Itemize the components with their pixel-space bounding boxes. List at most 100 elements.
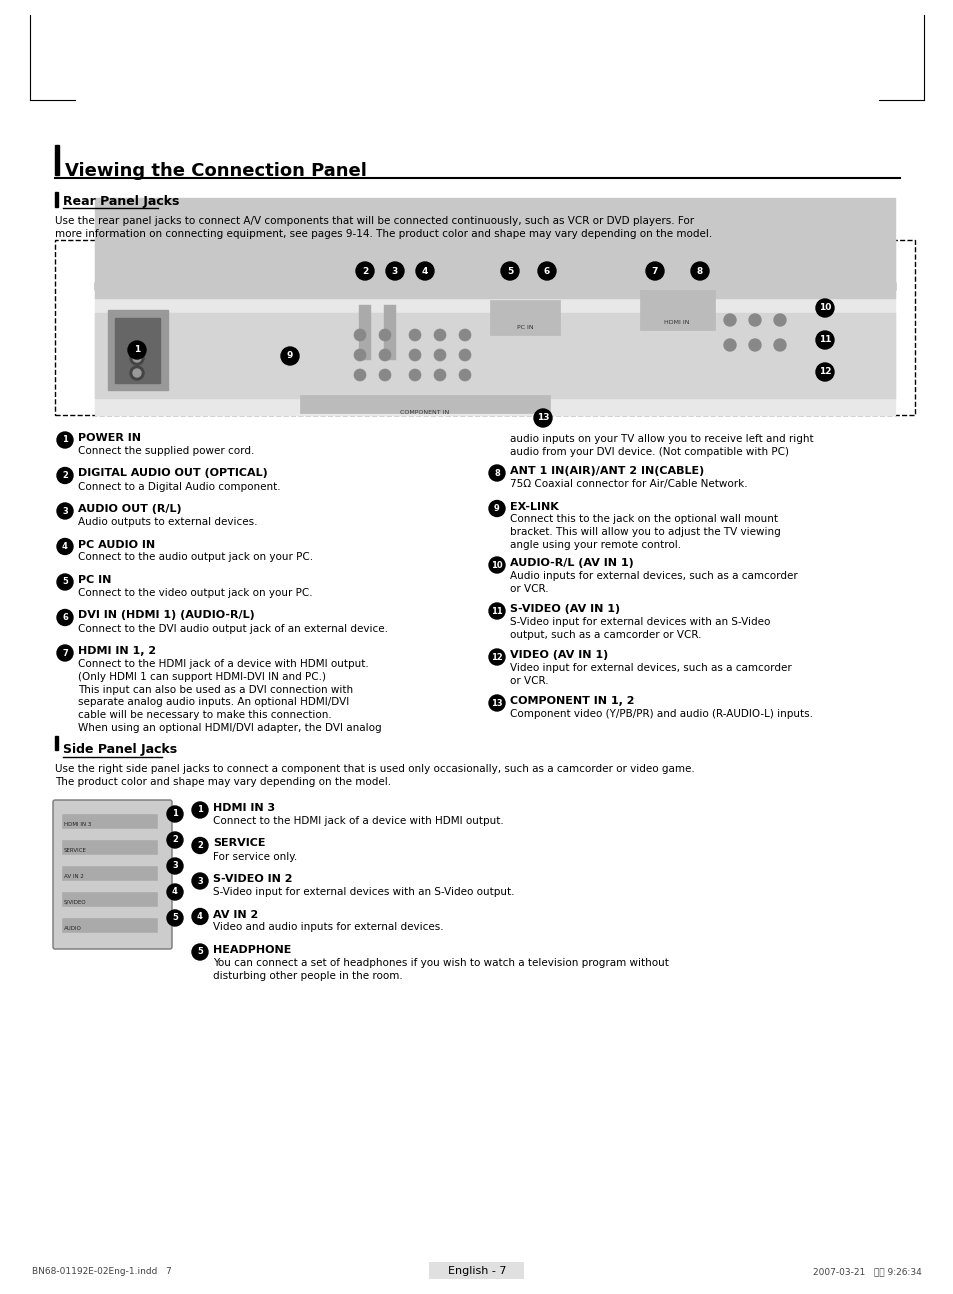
- Text: 3: 3: [197, 876, 203, 885]
- Text: HDMI IN 3: HDMI IN 3: [64, 822, 91, 827]
- Text: HEADPHONE: HEADPHONE: [213, 945, 291, 955]
- Text: COMPONENT IN 1, 2: COMPONENT IN 1, 2: [510, 696, 634, 707]
- Bar: [62, 892, 157, 906]
- Circle shape: [128, 342, 146, 358]
- Text: Audio inputs for external devices, such as a camcorder
or VCR.: Audio inputs for external devices, such …: [510, 571, 797, 594]
- Text: 12: 12: [491, 652, 502, 661]
- Circle shape: [489, 465, 504, 481]
- Circle shape: [489, 501, 504, 516]
- Text: POWER IN: POWER IN: [78, 433, 141, 443]
- Text: 3: 3: [62, 506, 68, 515]
- Text: 2007-03-21   오전 9:26:34: 2007-03-21 오전 9:26:34: [812, 1268, 921, 1276]
- Text: 2: 2: [172, 836, 178, 845]
- Circle shape: [489, 556, 504, 573]
- Text: 1: 1: [197, 805, 203, 814]
- Bar: [95, 282, 894, 290]
- Circle shape: [416, 261, 434, 280]
- Text: 6: 6: [543, 267, 550, 276]
- Text: Audio outputs to external devices.: Audio outputs to external devices.: [78, 518, 257, 527]
- Bar: [358, 305, 371, 360]
- Text: S-VIDEO (AV IN 1): S-VIDEO (AV IN 1): [510, 604, 619, 613]
- Bar: [55, 145, 59, 175]
- Circle shape: [378, 329, 391, 342]
- FancyBboxPatch shape: [53, 800, 172, 949]
- Bar: [384, 305, 395, 360]
- Bar: [62, 866, 157, 880]
- Circle shape: [192, 802, 208, 818]
- Circle shape: [723, 314, 735, 326]
- Bar: [299, 395, 550, 413]
- Circle shape: [489, 603, 504, 619]
- Text: For service only.: For service only.: [213, 851, 297, 862]
- Text: 4: 4: [172, 888, 178, 897]
- Text: HDMI IN 3: HDMI IN 3: [213, 804, 274, 813]
- Text: 3: 3: [172, 862, 177, 871]
- Text: 5: 5: [62, 577, 68, 586]
- Circle shape: [386, 261, 403, 280]
- Text: DVI IN (HDMI 1) (AUDIO-R/L): DVI IN (HDMI 1) (AUDIO-R/L): [78, 611, 254, 621]
- Circle shape: [645, 261, 663, 280]
- Bar: [55, 239, 914, 415]
- Circle shape: [489, 650, 504, 665]
- Circle shape: [434, 369, 446, 380]
- Bar: [62, 814, 157, 828]
- Text: 4: 4: [421, 267, 428, 276]
- Text: 9: 9: [494, 503, 499, 512]
- Circle shape: [167, 910, 183, 927]
- Circle shape: [57, 432, 73, 448]
- Text: BN68-01192E-02Eng-1.indd   7: BN68-01192E-02Eng-1.indd 7: [32, 1268, 172, 1276]
- Circle shape: [57, 609, 73, 625]
- Text: 8: 8: [696, 267, 702, 276]
- Text: ANT 1 IN(AIR)/ANT 2 IN(CABLE): ANT 1 IN(AIR)/ANT 2 IN(CABLE): [510, 466, 703, 476]
- Text: Component video (Y/PB/PR) and audio (R-AUDIO-L) inputs.: Component video (Y/PB/PR) and audio (R-A…: [510, 709, 812, 719]
- Circle shape: [167, 806, 183, 822]
- Circle shape: [534, 409, 552, 427]
- Text: Connect to the DVI audio output jack of an external device.: Connect to the DVI audio output jack of …: [78, 624, 388, 634]
- Circle shape: [167, 832, 183, 848]
- Circle shape: [355, 261, 374, 280]
- Text: Use the right side panel jacks to connect a component that is used only occasion: Use the right side panel jacks to connec…: [55, 763, 694, 787]
- Text: English - 7: English - 7: [447, 1267, 506, 1276]
- Text: 13: 13: [491, 699, 502, 708]
- Text: AUDIO: AUDIO: [64, 927, 82, 930]
- Circle shape: [57, 503, 73, 519]
- Circle shape: [354, 329, 366, 342]
- Bar: [95, 313, 894, 399]
- Text: 7: 7: [62, 648, 68, 657]
- Text: 2: 2: [197, 841, 203, 850]
- Circle shape: [57, 644, 73, 661]
- Text: S/VIDEO: S/VIDEO: [64, 901, 87, 905]
- Text: AUDIO OUT (R/L): AUDIO OUT (R/L): [78, 503, 181, 514]
- Circle shape: [409, 369, 420, 380]
- Text: Connect the supplied power cord.: Connect the supplied power cord.: [78, 446, 254, 455]
- Text: 9: 9: [287, 352, 293, 361]
- Text: 3: 3: [392, 267, 397, 276]
- Text: 5: 5: [172, 914, 178, 923]
- Text: VIDEO (AV IN 1): VIDEO (AV IN 1): [510, 650, 608, 660]
- Text: 2: 2: [361, 267, 368, 276]
- Text: SERVICE: SERVICE: [64, 848, 87, 853]
- Circle shape: [773, 339, 785, 351]
- Text: DIGITAL AUDIO OUT (OPTICAL): DIGITAL AUDIO OUT (OPTICAL): [78, 468, 268, 479]
- Bar: [108, 311, 168, 389]
- Bar: [639, 290, 714, 330]
- Text: 6: 6: [62, 613, 68, 622]
- Text: Connect to the video output jack on your PC.: Connect to the video output jack on your…: [78, 587, 313, 598]
- Text: HDMI IN: HDMI IN: [663, 320, 689, 325]
- Text: 12: 12: [818, 367, 830, 377]
- Text: 7: 7: [651, 267, 658, 276]
- Circle shape: [192, 873, 208, 889]
- Circle shape: [192, 945, 208, 960]
- Text: Connect to a Digital Audio component.: Connect to a Digital Audio component.: [78, 481, 280, 492]
- Circle shape: [815, 299, 833, 317]
- Text: 8: 8: [494, 468, 499, 477]
- Circle shape: [132, 355, 141, 362]
- Text: 4: 4: [197, 912, 203, 921]
- Text: 4: 4: [62, 542, 68, 551]
- Text: 1: 1: [133, 345, 140, 355]
- Circle shape: [378, 369, 391, 380]
- Circle shape: [354, 369, 366, 380]
- Circle shape: [690, 261, 708, 280]
- Text: 10: 10: [491, 560, 502, 569]
- Text: S-Video input for external devices with an S-Video output.: S-Video input for external devices with …: [213, 886, 514, 897]
